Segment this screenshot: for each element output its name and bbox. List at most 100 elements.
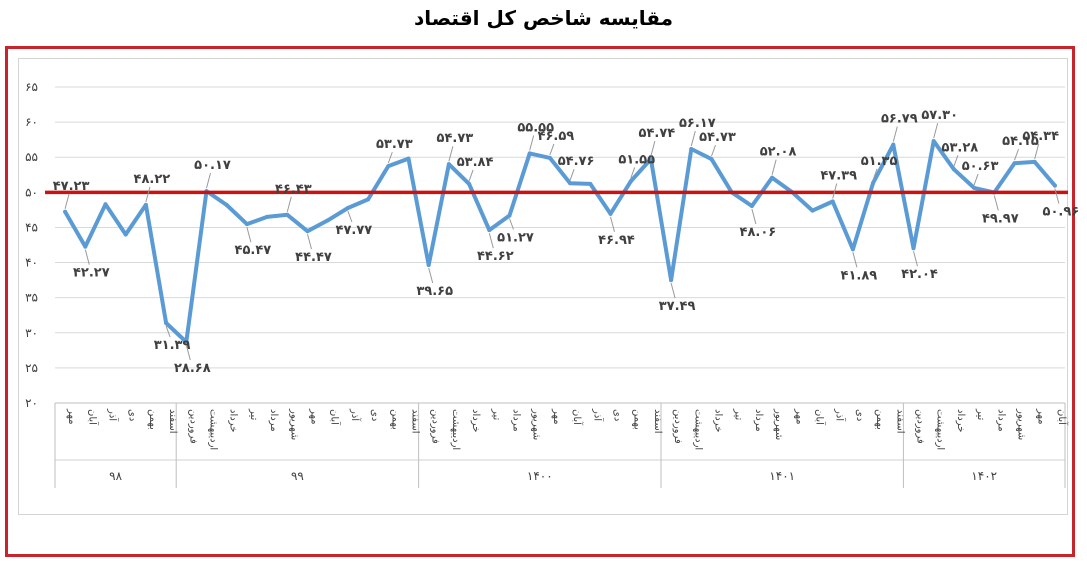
- data-label: ۵۴.۷۳: [437, 131, 474, 146]
- data-label: ۴۲.۰۴: [901, 267, 938, 282]
- data-point: [891, 142, 896, 147]
- year-label: ۹۹: [291, 469, 304, 483]
- data-label-leader: [286, 196, 292, 212]
- data-label-leader: [206, 173, 211, 189]
- y-tick-label: ۲۵: [25, 361, 38, 375]
- series-line: [63, 139, 1057, 344]
- plot-area-border: [18, 58, 1068, 515]
- data-label-leader: [650, 140, 656, 157]
- data-label-leader: [165, 325, 171, 338]
- data-point: [830, 199, 835, 204]
- y-tick-label: ۵۰: [25, 185, 38, 199]
- data-point: [244, 222, 249, 227]
- data-label-leader: [690, 130, 696, 147]
- data-point: [871, 180, 876, 185]
- data-label: ۵۰.۶۳: [962, 159, 999, 174]
- data-label: ۴۷.۲۳: [53, 179, 90, 194]
- data-point: [123, 232, 128, 237]
- data-label: ۴۶.۵۹: [538, 129, 575, 144]
- data-point: [1012, 161, 1017, 166]
- x-tick-label: اسفند: [894, 409, 905, 433]
- data-label-leader: [711, 144, 716, 157]
- data-label-leader: [892, 126, 898, 142]
- x-tick-label: اسفند: [167, 409, 178, 433]
- year-label: ۱۴۰۰: [527, 469, 553, 483]
- x-tick-label: مرداد: [268, 409, 279, 432]
- x-tick-label: اسفند: [652, 409, 663, 433]
- data-label: ۵۴.۷۶: [558, 154, 595, 169]
- data-label: ۴۲.۲۷: [73, 266, 110, 281]
- x-tick-label: فروردین: [187, 409, 198, 444]
- x-tick-label: آذر: [591, 408, 604, 422]
- data-label: ۳۱.۳۹: [154, 338, 191, 353]
- data-label: ۴۸.۰۶: [740, 225, 777, 240]
- data-label-leader: [84, 249, 90, 265]
- y-tick-label: ۲۰: [25, 396, 38, 410]
- data-point: [931, 139, 936, 144]
- x-tick-label: آبان: [571, 409, 584, 426]
- data-label: ۴۴.۶۲: [477, 249, 514, 264]
- y-tick-label: ۴۰: [25, 256, 38, 270]
- data-label-leader: [852, 252, 858, 268]
- x-tick-label: فروردین: [672, 409, 683, 444]
- data-point: [184, 340, 189, 345]
- y-tick-label: ۵۵: [25, 150, 38, 164]
- x-tick-label: اسفند: [410, 409, 421, 433]
- data-point: [224, 202, 229, 207]
- x-tick-label: مرداد: [995, 409, 1006, 432]
- data-label: ۳۷.۴۹: [659, 299, 696, 314]
- data-point: [588, 181, 593, 186]
- data-label-leader: [64, 193, 70, 209]
- data-point: [709, 157, 714, 162]
- x-tick-label: خرداد: [228, 409, 239, 432]
- data-point: [749, 203, 754, 208]
- y-tick-label: ۶۰: [25, 115, 38, 129]
- data-point: [770, 175, 775, 180]
- data-label-leader: [610, 216, 615, 232]
- data-point: [325, 218, 330, 223]
- data-point: [164, 321, 169, 326]
- data-point: [507, 213, 512, 218]
- data-label: ۵۲.۰۸: [760, 145, 797, 160]
- data-label-leader: [913, 251, 918, 267]
- x-tick-label: دی: [127, 409, 138, 421]
- data-point: [669, 278, 674, 283]
- x-tick-label: مهر: [1036, 408, 1047, 424]
- x-tick-label: شهریور: [531, 408, 542, 440]
- data-point: [386, 164, 391, 169]
- data-label-leader: [185, 344, 191, 361]
- data-label: ۴۵.۴۷: [235, 243, 272, 258]
- data-label: ۴۶.۹۴: [598, 233, 635, 248]
- x-tick-label: اردیبهشت: [692, 409, 703, 450]
- x-tick-label: بهمن: [632, 409, 643, 430]
- y-tick-label: ۶۵: [25, 80, 38, 94]
- data-point: [285, 212, 290, 217]
- data-point: [265, 214, 270, 219]
- data-label: ۴۸.۲۲: [134, 172, 171, 187]
- data-label-leader: [670, 283, 676, 299]
- data-point: [406, 156, 411, 161]
- data-label-leader: [953, 155, 959, 167]
- data-point: [608, 211, 613, 216]
- data-point: [527, 151, 532, 156]
- data-label: ۵۰.۹۶: [1043, 205, 1080, 220]
- y-tick-label: ۴۵: [25, 220, 38, 234]
- data-label-leader: [630, 167, 636, 179]
- data-label-leader: [246, 227, 252, 243]
- data-label: ۴۹.۹۷: [982, 212, 1019, 227]
- data-label-leader: [872, 168, 878, 181]
- data-label: ۵۰.۱۷: [194, 158, 231, 173]
- data-point: [426, 263, 431, 268]
- data-label-leader: [509, 218, 514, 230]
- data-label: ۴۷.۷۷: [336, 223, 373, 238]
- x-tick-label: مهر: [793, 408, 804, 424]
- y-tick-label: ۳۵: [25, 291, 38, 305]
- data-point: [446, 162, 451, 167]
- data-point: [689, 147, 694, 152]
- data-label: ۴۶.۴۳: [275, 182, 312, 197]
- data-label: ۵۳.۸۴: [457, 155, 494, 170]
- data-label-leader: [771, 159, 777, 175]
- data-point: [467, 181, 472, 186]
- data-label-leader: [387, 151, 393, 164]
- x-tick-label: شهریور: [288, 408, 299, 440]
